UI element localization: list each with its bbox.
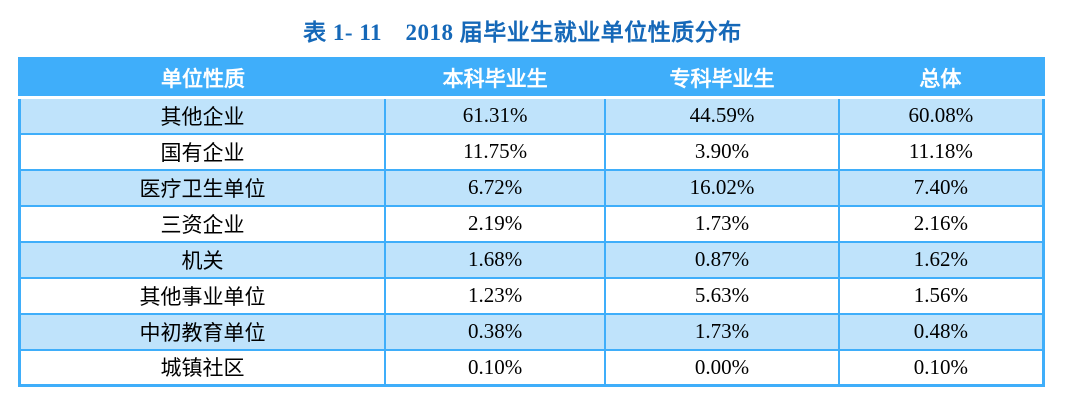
value-cell: 1.23% [384, 276, 607, 315]
row-label-cell: 其他企业 [18, 96, 387, 135]
column-header: 本科毕业生 [385, 58, 606, 99]
value-cell: 61.31% [384, 96, 607, 135]
column-header: 总体 [838, 58, 1044, 99]
column-header: 单位性质 [19, 58, 386, 99]
value-cell: 5.63% [604, 276, 840, 315]
value-cell: 1.68% [384, 240, 607, 279]
value-cell: 1.56% [837, 276, 1045, 315]
table-row: 中初教育单位 0.38% 1.73% 0.48% [18, 312, 1045, 351]
value-cell: 0.48% [837, 312, 1045, 351]
value-cell: 16.02% [604, 168, 840, 207]
value-cell: 60.08% [837, 96, 1045, 135]
value-cell: 44.59% [604, 96, 840, 135]
row-label-cell: 城镇社区 [18, 348, 387, 387]
value-cell: 0.10% [837, 348, 1045, 387]
value-cell: 11.75% [384, 132, 607, 171]
value-cell: 0.00% [604, 348, 840, 387]
header-row: 单位性质 本科毕业生 专科毕业生 总体 [19, 58, 1044, 99]
row-label-cell: 中初教育单位 [18, 312, 387, 351]
value-cell: 6.72% [384, 168, 607, 207]
row-label-cell: 三资企业 [18, 204, 387, 243]
table-row: 其他企业 61.31% 44.59% 60.08% [18, 96, 1045, 135]
table-row: 国有企业 11.75% 3.90% 11.18% [18, 132, 1045, 171]
value-cell: 0.10% [384, 348, 607, 387]
table-header: 单位性质 本科毕业生 专科毕业生 总体 [19, 58, 1044, 99]
value-cell: 0.38% [384, 312, 607, 351]
value-cell: 1.73% [604, 204, 840, 243]
value-cell: 3.90% [604, 132, 840, 171]
row-label-cell: 医疗卫生单位 [18, 168, 387, 207]
table-row: 机关 1.68% 0.87% 1.62% [18, 240, 1045, 279]
table-row: 三资企业 2.19% 1.73% 2.16% [18, 204, 1045, 243]
value-cell: 1.73% [604, 312, 840, 351]
value-cell: 7.40% [837, 168, 1045, 207]
employment-unit-table: 单位性质 本科毕业生 专科毕业生 总体 其他企业 61.31% 44.59% 60.08% 国… [18, 57, 1045, 387]
row-label-cell: 国有企业 [18, 132, 387, 171]
table-row: 城镇社区 0.10% 0.00% 0.10% [18, 348, 1045, 387]
value-cell: 1.62% [837, 240, 1045, 279]
table-body: 其他企业 61.31% 44.59% 60.08% 国有企业 11.75% 3.90% 11.… [18, 96, 1045, 387]
column-header: 专科毕业生 [605, 58, 839, 99]
table-title: 表 1- 11 2018 届毕业生就业单位性质分布 [303, 20, 742, 45]
table-row: 其他事业单位 1.23% 5.63% 1.56% [18, 276, 1045, 315]
value-cell: 2.19% [384, 204, 607, 243]
value-cell: 2.16% [837, 204, 1045, 243]
table-row: 医疗卫生单位 6.72% 16.02% 7.40% [18, 168, 1045, 207]
value-cell: 0.87% [604, 240, 840, 279]
row-label-cell: 其他事业单位 [18, 276, 387, 315]
row-label-cell: 机关 [18, 240, 387, 279]
value-cell: 11.18% [837, 132, 1045, 171]
